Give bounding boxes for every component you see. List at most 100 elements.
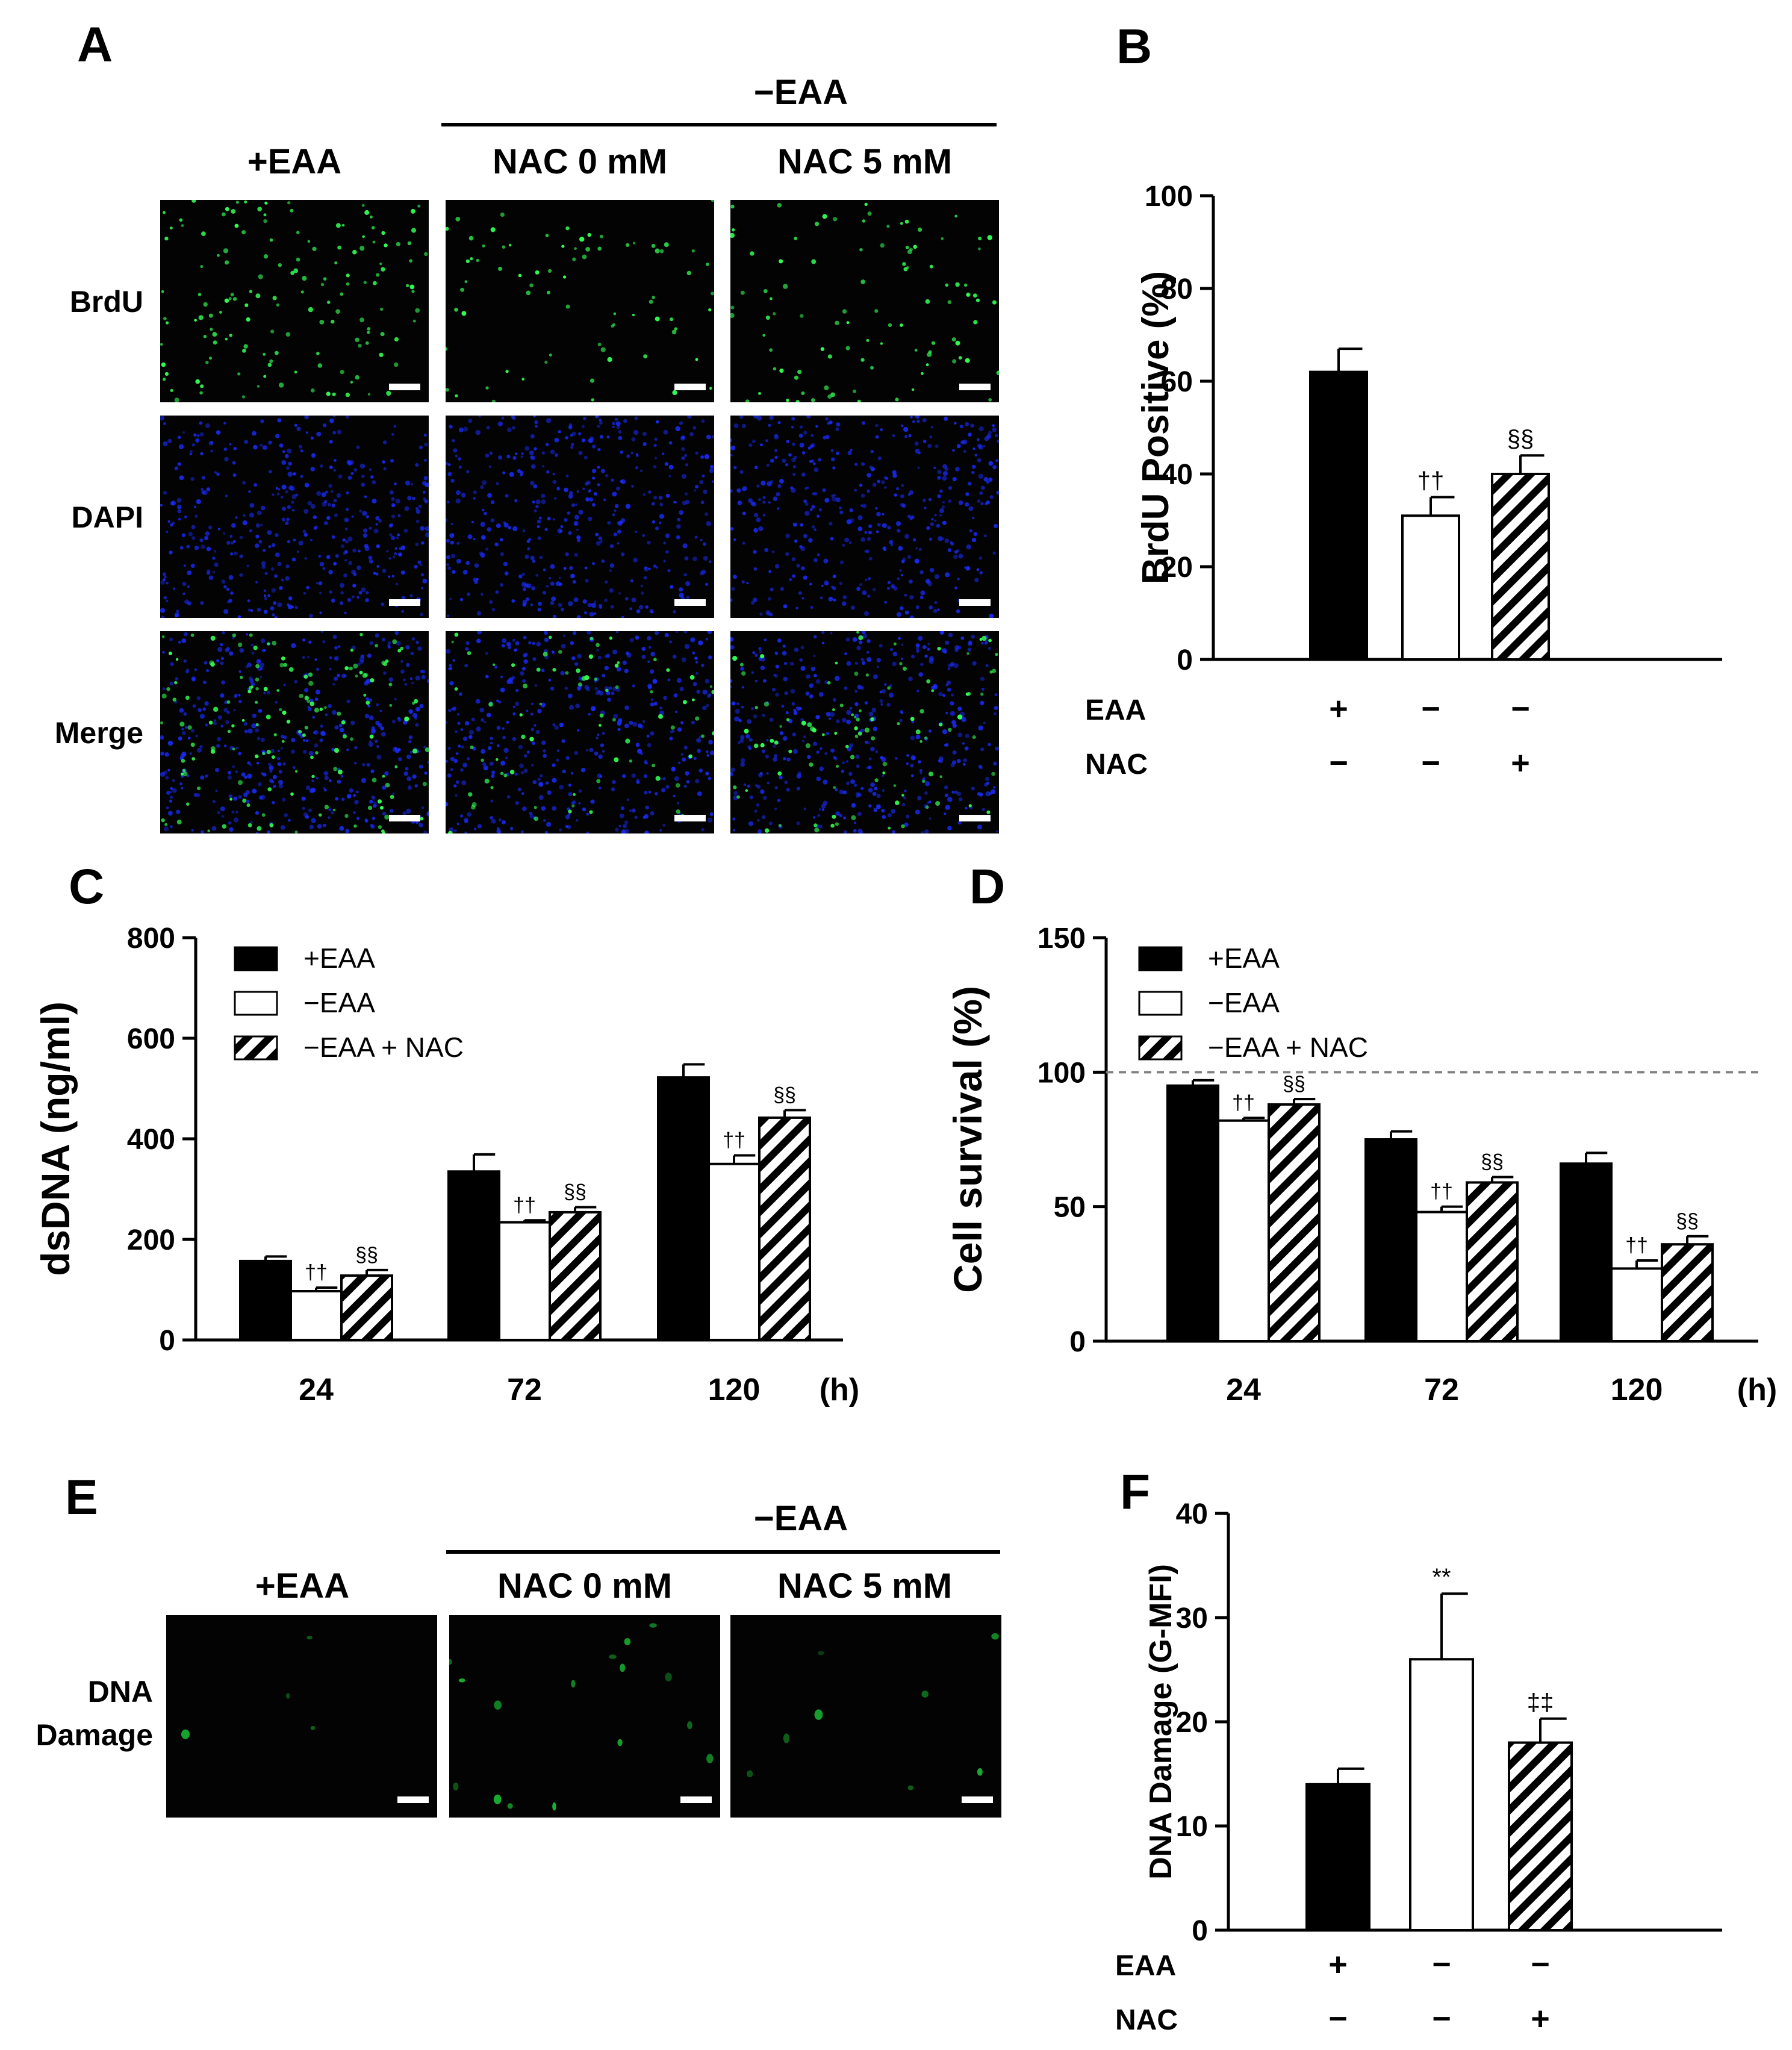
nucleus-dot [552, 723, 556, 726]
nucleus-dot [308, 640, 312, 644]
nucleus-dot [979, 491, 983, 495]
brdu-cell-dot [765, 316, 770, 320]
nucleus-dot [705, 512, 708, 516]
nucleus-dot [383, 467, 387, 471]
significance-mark: §§ [1481, 1151, 1504, 1174]
nucleus-dot [676, 535, 680, 540]
nucleus-dot [673, 693, 678, 698]
nucleus-dot [957, 732, 963, 738]
nucleus-dot [324, 776, 329, 780]
brdu-cell-dot [381, 267, 385, 272]
brdu-cell-dot [455, 394, 458, 397]
brdu-cell-dot [845, 346, 850, 350]
brdu-cell-dot [362, 673, 367, 678]
brdu-cell-dot [857, 731, 862, 736]
nucleus-dot [375, 516, 380, 520]
nucleus-dot [872, 482, 877, 487]
nucleus-dot [175, 612, 180, 617]
nucleus-dot [462, 762, 468, 768]
nucleus-dot [816, 776, 821, 782]
nucleus-dot [957, 821, 962, 825]
brdu-cell-dot [845, 744, 849, 749]
nucleus-dot [924, 781, 930, 787]
bar-hatched [1661, 1243, 1714, 1343]
nucleus-dot [250, 609, 254, 612]
nucleus-dot [369, 641, 373, 646]
nucleus-dot [174, 466, 179, 470]
brdu-cell-dot [882, 761, 888, 767]
brdu-cell-dot [862, 219, 866, 223]
nucleus-dot [254, 543, 260, 548]
nucleus-dot [887, 526, 891, 530]
brdu-cell-dot [174, 681, 178, 685]
brdu-cell-dot [255, 700, 258, 704]
nucleus-dot [582, 417, 586, 420]
brdu-cell-dot [467, 651, 471, 655]
nucleus-dot [814, 673, 817, 678]
brdu-cell-dot [465, 259, 470, 263]
brdu-cell-dot [248, 686, 253, 690]
nucleus-dot [647, 540, 651, 545]
nucleus-dot [491, 774, 495, 778]
brdu-cell-dot [764, 828, 770, 833]
nucleus-dot [407, 496, 412, 500]
brdu-cell-dot [232, 747, 235, 750]
brdu-cell-dot [824, 385, 829, 390]
nucleus-dot [972, 447, 975, 450]
nucleus-dot [868, 556, 873, 561]
nucleus-dot [496, 523, 501, 528]
nucleus-dot [369, 559, 373, 564]
nucleus-dot [254, 483, 257, 487]
nucleus-dot [446, 461, 449, 465]
nucleus-dot [408, 735, 413, 740]
nucleus-dot [978, 725, 983, 731]
nucleus-dot [754, 466, 758, 470]
nucleus-dot [683, 746, 688, 750]
nucleus-dot [895, 521, 901, 526]
y-tick-label: 100 [1038, 1057, 1086, 1089]
brdu-cell-dot [334, 261, 338, 264]
nucleus-dot [629, 809, 632, 812]
nucleus-dot [448, 667, 451, 670]
nucleus-dot [767, 781, 770, 785]
nucleus-dot [659, 522, 662, 525]
nucleus-dot [881, 809, 885, 813]
nucleus-dot [205, 774, 208, 778]
nucleus-dot [650, 702, 655, 706]
nucleus-dot [956, 791, 962, 796]
nucleus-dot [285, 564, 290, 569]
nucleus-dot [785, 463, 789, 467]
brdu-cell-dot [811, 259, 817, 264]
nucleus-dot [503, 561, 508, 567]
nucleus-dot [382, 460, 385, 464]
nucleus-dot [160, 752, 164, 756]
legend-label: −EAA [1208, 987, 1280, 1018]
nucleus-dot [293, 472, 296, 476]
nucleus-dot [624, 668, 629, 673]
nucleus-dot [677, 518, 681, 522]
brdu-cell-dot [451, 640, 454, 644]
nucleus-dot [455, 498, 461, 504]
nucleus-dot [881, 756, 886, 762]
nucleus-dot [821, 641, 825, 644]
nucleus-dot [323, 500, 328, 503]
brdu-cell-dot [337, 711, 341, 716]
nucleus-dot [391, 514, 395, 519]
nucleus-dot [854, 463, 858, 466]
nucleus-dot [187, 570, 192, 576]
panel-e-col-header-1: +EAA [255, 1566, 350, 1606]
nucleus-dot [205, 531, 210, 536]
nucleus-dot [900, 606, 904, 611]
nucleus-dot [903, 796, 907, 800]
nucleus-dot [241, 772, 246, 777]
nucleus-dot [558, 602, 562, 608]
nucleus-dot [477, 824, 482, 829]
nucleus-dot [846, 719, 851, 724]
nucleus-dot [901, 657, 903, 660]
nucleus-dot [473, 827, 477, 830]
nucleus-dot [572, 580, 576, 584]
brdu-cell-dot [229, 334, 232, 337]
brdu-cell-dot [363, 281, 367, 284]
brdu-cell-dot [709, 685, 713, 688]
nucleus-dot [910, 515, 915, 520]
